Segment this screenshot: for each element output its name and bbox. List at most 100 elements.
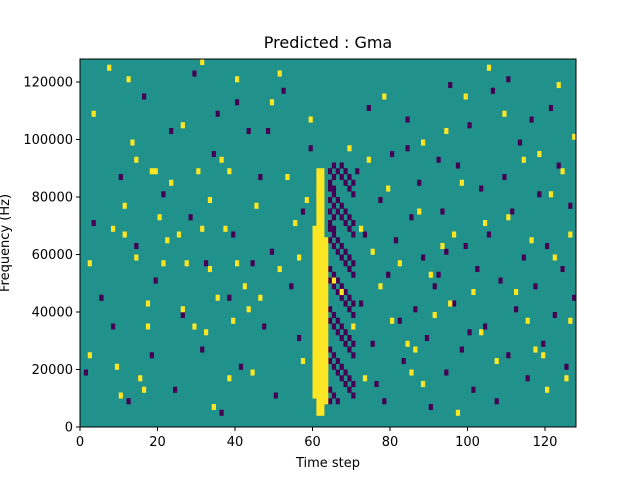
heatmap-cell-low (331, 312, 337, 319)
heatmap-cell-high (312, 225, 317, 232)
heatmap-cell-high (312, 323, 317, 330)
heatmap-cell-high (227, 168, 232, 175)
heatmap-cell-high (269, 99, 275, 106)
heatmap-cell-low (560, 266, 565, 273)
heatmap-cell-high (118, 392, 123, 399)
heatmap-cell-high (320, 358, 325, 365)
heatmap-cell-low (568, 202, 573, 209)
heatmap-cell-high (359, 225, 364, 232)
heatmap-cell-high (320, 289, 325, 296)
heatmap-cell-low (444, 369, 449, 376)
heatmap-cell-low (153, 277, 158, 284)
heatmap-cell-high (324, 277, 329, 284)
heatmap-cell-high (486, 64, 492, 71)
heatmap-cell-high (316, 271, 321, 278)
heatmap-cell-high (316, 214, 321, 221)
heatmap-cell-high (324, 329, 329, 336)
heatmap-cell-high (421, 139, 426, 146)
heatmap-cell-low (262, 323, 267, 330)
heatmap-cell-high (316, 340, 321, 347)
heatmap-cell-high (149, 168, 154, 175)
heatmap-cell-high (316, 386, 321, 393)
heatmap-cell-high (316, 375, 321, 382)
heatmap-cell-low (351, 260, 356, 267)
heatmap-cell-high (316, 358, 321, 365)
heatmap-cell-low (343, 369, 348, 376)
heatmap-cell-high (324, 266, 329, 273)
heatmap-cell-high (440, 243, 445, 250)
heatmap-cell-low (328, 168, 333, 175)
heatmap-cell-high (320, 243, 325, 250)
heatmap-cell-high (316, 174, 321, 181)
heatmap-cell-high (324, 375, 329, 382)
heatmap-cell-high (316, 398, 321, 405)
heatmap-cell-high (312, 283, 317, 290)
heatmap-cell-high (320, 260, 325, 267)
heatmap-cell-high (320, 174, 325, 181)
heatmap-cell-high (138, 375, 143, 382)
y-tick-label: 20000 (32, 363, 73, 378)
heatmap-cell-high (324, 381, 329, 388)
heatmap-cell-high (211, 404, 216, 411)
heatmap-cell-high (378, 283, 383, 290)
heatmap-cell-high (331, 277, 337, 284)
heatmap-cell-high (316, 404, 321, 411)
heatmap-cell-low (339, 214, 344, 221)
heatmap-cell-high (320, 323, 325, 330)
heatmap-cell-low (548, 105, 554, 112)
heatmap-cell-high (320, 300, 325, 307)
heatmap-cell-low (134, 243, 139, 250)
heatmap-cell-high (316, 208, 321, 215)
heatmap-cell-low (479, 185, 484, 192)
heatmap-cell-high (521, 156, 526, 163)
heatmap-cell-low (564, 363, 569, 370)
heatmap-cell-high (324, 369, 329, 376)
heatmap-cell-high (312, 386, 317, 393)
heatmap-cell-high (316, 237, 321, 244)
heatmap-cell-low (541, 340, 546, 347)
heatmap-cell-low (300, 208, 306, 215)
heatmap-cell-high (320, 254, 325, 261)
heatmap-cell-high (316, 369, 321, 376)
heatmap-cell-high (200, 59, 205, 66)
heatmap-cell-high (471, 289, 476, 296)
heatmap-cell-high (312, 363, 317, 370)
heatmap-cell-low (424, 335, 430, 342)
heatmap-cell-high (552, 254, 557, 261)
heatmap-cell-high (316, 346, 321, 353)
heatmap-cell-low (215, 110, 220, 117)
heatmap-cell-high (455, 409, 461, 416)
heatmap-cell-high (254, 202, 259, 209)
heatmap-cell-low (289, 283, 294, 290)
heatmap-cell-low (273, 392, 278, 399)
heatmap-cell-low (281, 87, 286, 94)
heatmap-cell-high (320, 191, 325, 198)
heatmap-cell-high (114, 363, 120, 370)
heatmap-cell-high (316, 248, 321, 255)
heatmap-cell-high (324, 346, 329, 353)
heatmap-cell-high (107, 64, 112, 71)
heatmap-cell-high (444, 128, 449, 135)
heatmap-cell-high (130, 139, 135, 146)
heatmap-cell-high (417, 208, 422, 215)
heatmap-cell-high (366, 156, 371, 163)
heatmap-cell-high (320, 398, 325, 405)
heatmap-cell-low (351, 312, 356, 319)
heatmap-cell-low (351, 191, 356, 198)
heatmap-cell-low (506, 76, 511, 83)
heatmap-cell-high (204, 329, 209, 336)
heatmap-cell-low (444, 248, 449, 255)
heatmap-cell-high (111, 225, 116, 232)
heatmap-cell-low (397, 317, 402, 324)
heatmap-cell-high (312, 294, 317, 301)
heatmap-cell-low (351, 231, 356, 238)
heatmap-cell-high (312, 289, 317, 296)
heatmap-cell-high (320, 277, 325, 284)
heatmap-cell-high (165, 237, 170, 244)
heatmap-cell-high (386, 185, 391, 192)
heatmap-cell-low (331, 283, 337, 290)
heatmap-cell-low (339, 335, 344, 342)
heatmap-cell-high (297, 254, 302, 261)
heatmap-cell-high (320, 266, 325, 273)
x-axis-label: Time step (295, 456, 360, 471)
